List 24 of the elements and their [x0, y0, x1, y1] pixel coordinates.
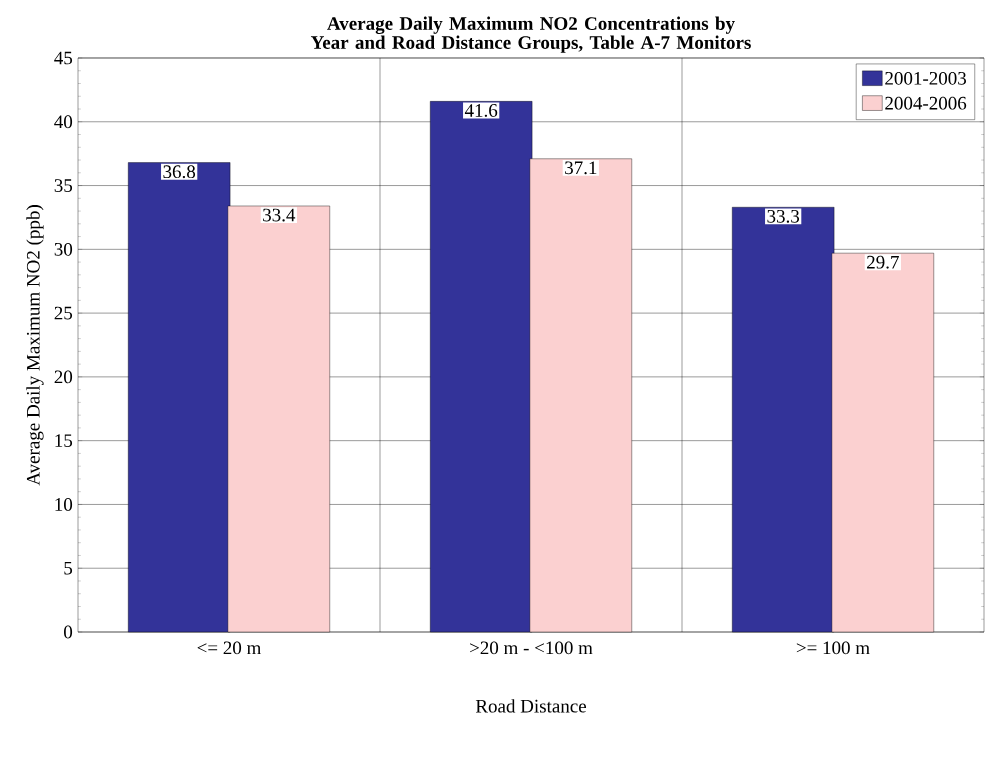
data-label: 33.4 — [263, 208, 296, 222]
y-tick-label: 10 — [55, 498, 73, 511]
x-tick-label: >20 m - <100 m — [470, 641, 593, 655]
y-tick-label: 40 — [54, 115, 73, 129]
y-tick-label: 5 — [64, 561, 73, 575]
legend-label: 2001-2003 — [885, 71, 967, 85]
x-tick-label: >= 100 m — [796, 641, 870, 655]
y-tick-label: 20 — [54, 370, 73, 384]
legend-label: 2004-2006 — [885, 96, 967, 110]
data-label: 33.3 — [767, 209, 800, 223]
y-tick-label: 25 — [54, 306, 73, 320]
y-tick-label: 35 — [54, 179, 73, 192]
data-label: 29.7 — [867, 255, 899, 269]
data-label: 41.6 — [464, 104, 498, 117]
y-tick-label: 45 — [54, 51, 73, 65]
data-label: 37.1 — [565, 161, 597, 175]
x-tick-label: <= 20 m — [197, 641, 262, 655]
y-tick-label: 0 — [64, 625, 73, 639]
chart-title: Average Daily Maximum NO2 Concentrations by Year and Road Distance Groups, Table A-7 Monitors — [310, 16, 751, 53]
y-tick-label: 30 — [54, 242, 73, 256]
data-label: 36.8 — [163, 165, 196, 179]
y-tick-label: 15 — [55, 434, 73, 448]
y-axis-title: Average Daily Maximum NO2 (ppb) — [26, 205, 44, 486]
x-axis-title: Road Distance — [475, 699, 587, 713]
